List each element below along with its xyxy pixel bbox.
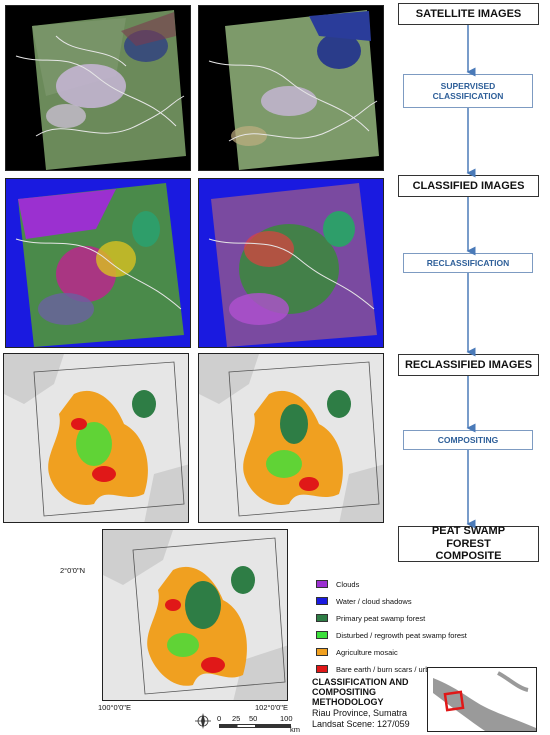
classified-image-1 — [5, 178, 191, 348]
swatch-water — [316, 597, 328, 605]
info-location: Riau Province, Sumatra — [312, 708, 408, 718]
scale-tick-100: 100 — [280, 714, 293, 723]
legend-item-agriculture: Agriculture mosaic — [316, 647, 398, 657]
legend-item-bare-earth: Bare earth / burn scars / urban areas — [316, 664, 459, 674]
scale-tick-0: 0 — [217, 714, 222, 723]
classified-image-2 — [198, 178, 384, 348]
composite-map — [102, 529, 288, 701]
swatch-bare-earth — [316, 665, 328, 673]
info-scene: Landsat Scene: 127/059 — [312, 719, 410, 729]
satellite-image-1 — [5, 5, 191, 171]
swatch-clouds — [316, 580, 328, 588]
info-title-1: CLASSIFICATION AND — [312, 677, 409, 687]
swatch-disturbed-forest — [316, 631, 328, 639]
inset-locator-map — [427, 667, 537, 732]
legend-item-clouds: Clouds — [316, 579, 359, 589]
scale-tick-50: 50 — [249, 714, 258, 723]
lon-label-right: 102°0'0"E — [255, 703, 288, 712]
legend-item-water: Water / cloud shadows — [316, 596, 412, 606]
satellite-image-2 — [198, 5, 384, 171]
info-title-2: COMPOSITING — [312, 687, 377, 697]
legend-item-disturbed-forest: Disturbed / regrowth peat swamp forest — [316, 630, 467, 640]
satellite-images-box: SATELLITE IMAGES — [398, 3, 539, 25]
swatch-agriculture — [316, 648, 328, 656]
reclassified-images-box: RECLASSIFIED IMAGES — [398, 354, 539, 376]
scale-tick-25: 25 — [232, 714, 241, 723]
north-arrow-icon — [195, 713, 211, 729]
supervised-classification-box: SUPERVISED CLASSIFICATION — [403, 74, 533, 108]
legend-item-primary-forest: Primary peat swamp forest — [316, 613, 425, 623]
scale-unit: km — [290, 725, 300, 734]
swatch-primary-forest — [316, 614, 328, 622]
scale-bar — [219, 724, 291, 728]
lat-label: 2°0'0"N — [60, 566, 86, 575]
reclassified-image-2 — [198, 353, 384, 523]
info-title-3: METHODOLOGY — [312, 697, 384, 707]
lon-label-left: 100°0'0"E — [98, 703, 131, 712]
reclassified-image-1 — [3, 353, 189, 523]
